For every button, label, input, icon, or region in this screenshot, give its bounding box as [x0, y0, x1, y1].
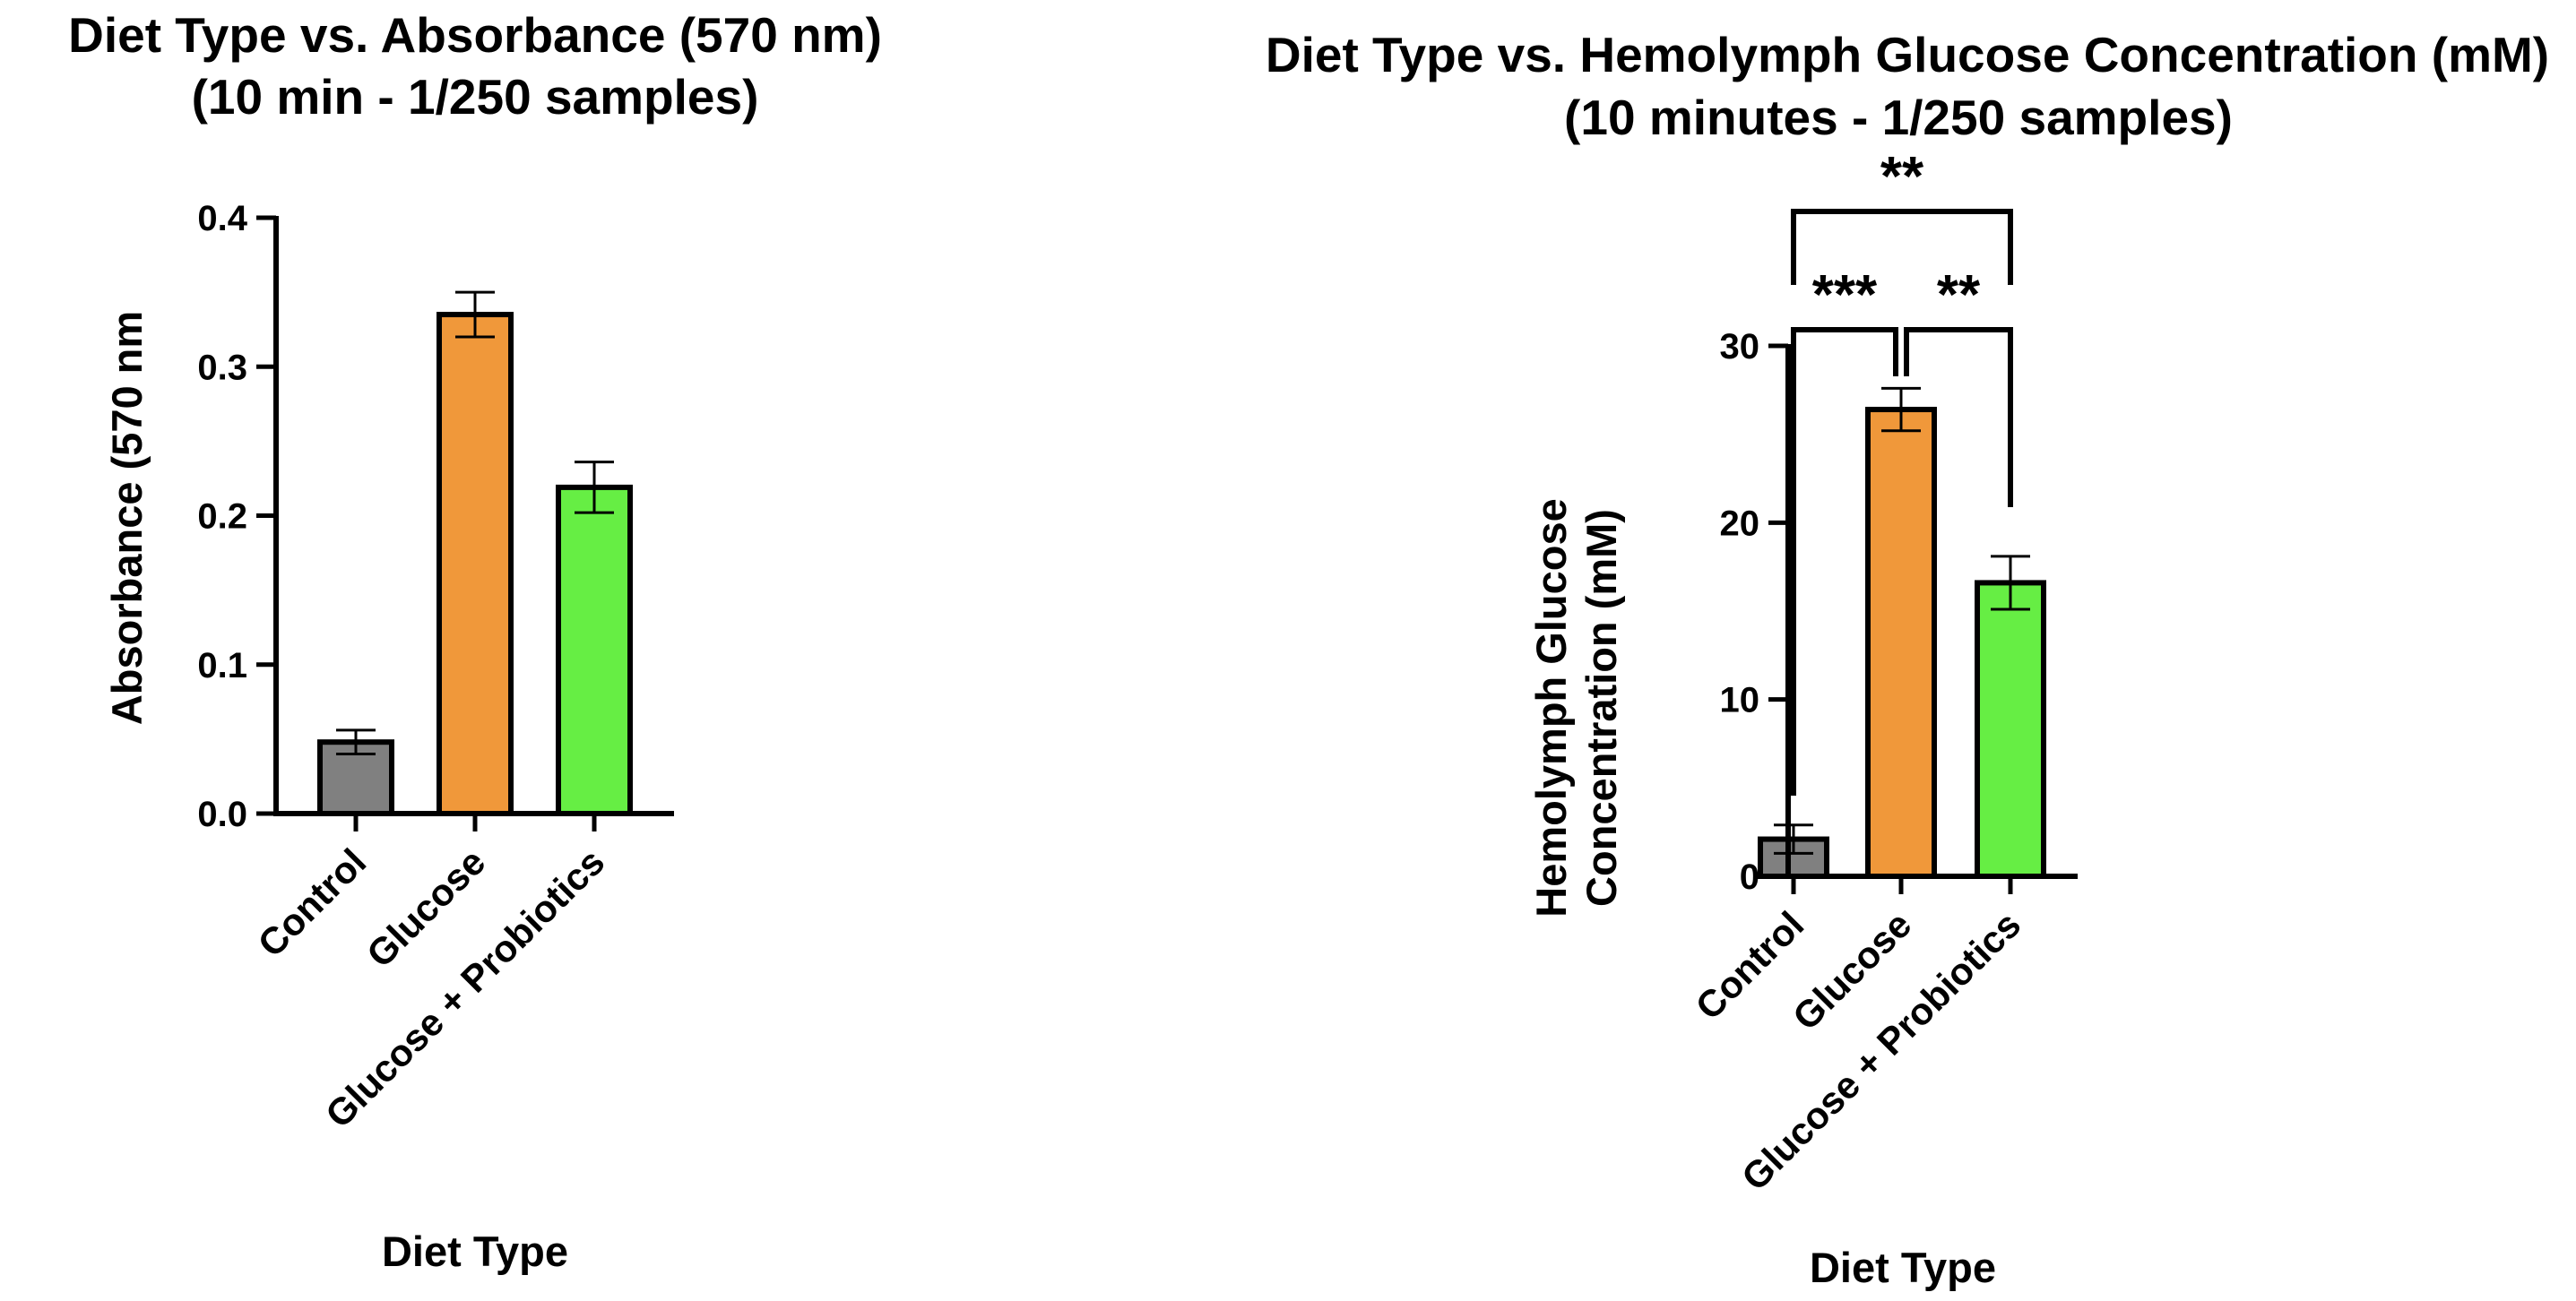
y-tick-label: 0	[1740, 857, 1759, 897]
glucose-concentration-chart: Diet Type vs. Hemolymph Glucose Concentr…	[1266, 27, 2549, 1291]
chart2-significance-brackets: *** ****	[1791, 146, 2013, 796]
significance-bracket	[1791, 209, 2013, 285]
y-tick-label: 0.0	[197, 795, 247, 834]
y-tick-label: 30	[1720, 327, 1760, 366]
chart1-error-bars	[336, 290, 614, 755]
chart2-title-line1: Diet Type vs. Hemolymph Glucose Concentr…	[1266, 27, 2549, 82]
bar-glucose-probiotics	[1975, 580, 2046, 880]
chart1-y-ticks: 0.0 0.1 0.2 0.3 0.4	[197, 199, 276, 834]
chart1-x-axis-label: Diet Type	[382, 1228, 568, 1275]
chart1-title-line1: Diet Type vs. Absorbance (570 nm)	[68, 7, 882, 63]
chart1-y-axis-label: Absorbance (570 nm	[103, 311, 151, 725]
chart1-title-line2: (10 min - 1/250 samples)	[192, 69, 759, 125]
chart2-y-axis-label-line1: Hemolymph Glucose	[1527, 498, 1575, 918]
chart2-y-axis-label-line2: Concentration (mM)	[1578, 509, 1625, 907]
chart2-y-ticks: 0 10 20 30	[1720, 327, 1788, 897]
significance-label: ***	[1812, 264, 1878, 326]
bar-glucose	[1865, 407, 1937, 880]
chart2-axes	[1785, 344, 2078, 894]
y-tick-label: 10	[1720, 681, 1760, 720]
chart2-error-bars	[1774, 386, 2030, 855]
y-tick-label: 0.2	[197, 497, 247, 537]
bar-glucose	[437, 312, 514, 816]
significance-bracket	[1791, 327, 1898, 796]
chart2-x-axis-label: Diet Type	[1810, 1244, 1996, 1291]
y-tick-label: 0.1	[197, 646, 247, 685]
chart1-axes	[273, 216, 674, 831]
chart1-bars	[317, 312, 633, 817]
category-label: Control	[250, 840, 375, 965]
significance-label: **	[1880, 146, 1924, 208]
significance-bracket	[1904, 327, 2013, 507]
y-tick-label: 20	[1720, 504, 1760, 543]
significance-label: **	[1937, 264, 1981, 326]
absorbance-chart: Diet Type vs. Absorbance (570 nm) (10 mi…	[68, 7, 882, 1275]
y-tick-label: 0.3	[197, 348, 247, 387]
chart2-title-line2: (10 minutes - 1/250 samples)	[1564, 90, 2233, 145]
chart2-bars	[1758, 407, 2046, 880]
bar-glucose-probiotics	[556, 484, 633, 816]
y-tick-label: 0.4	[197, 199, 247, 238]
